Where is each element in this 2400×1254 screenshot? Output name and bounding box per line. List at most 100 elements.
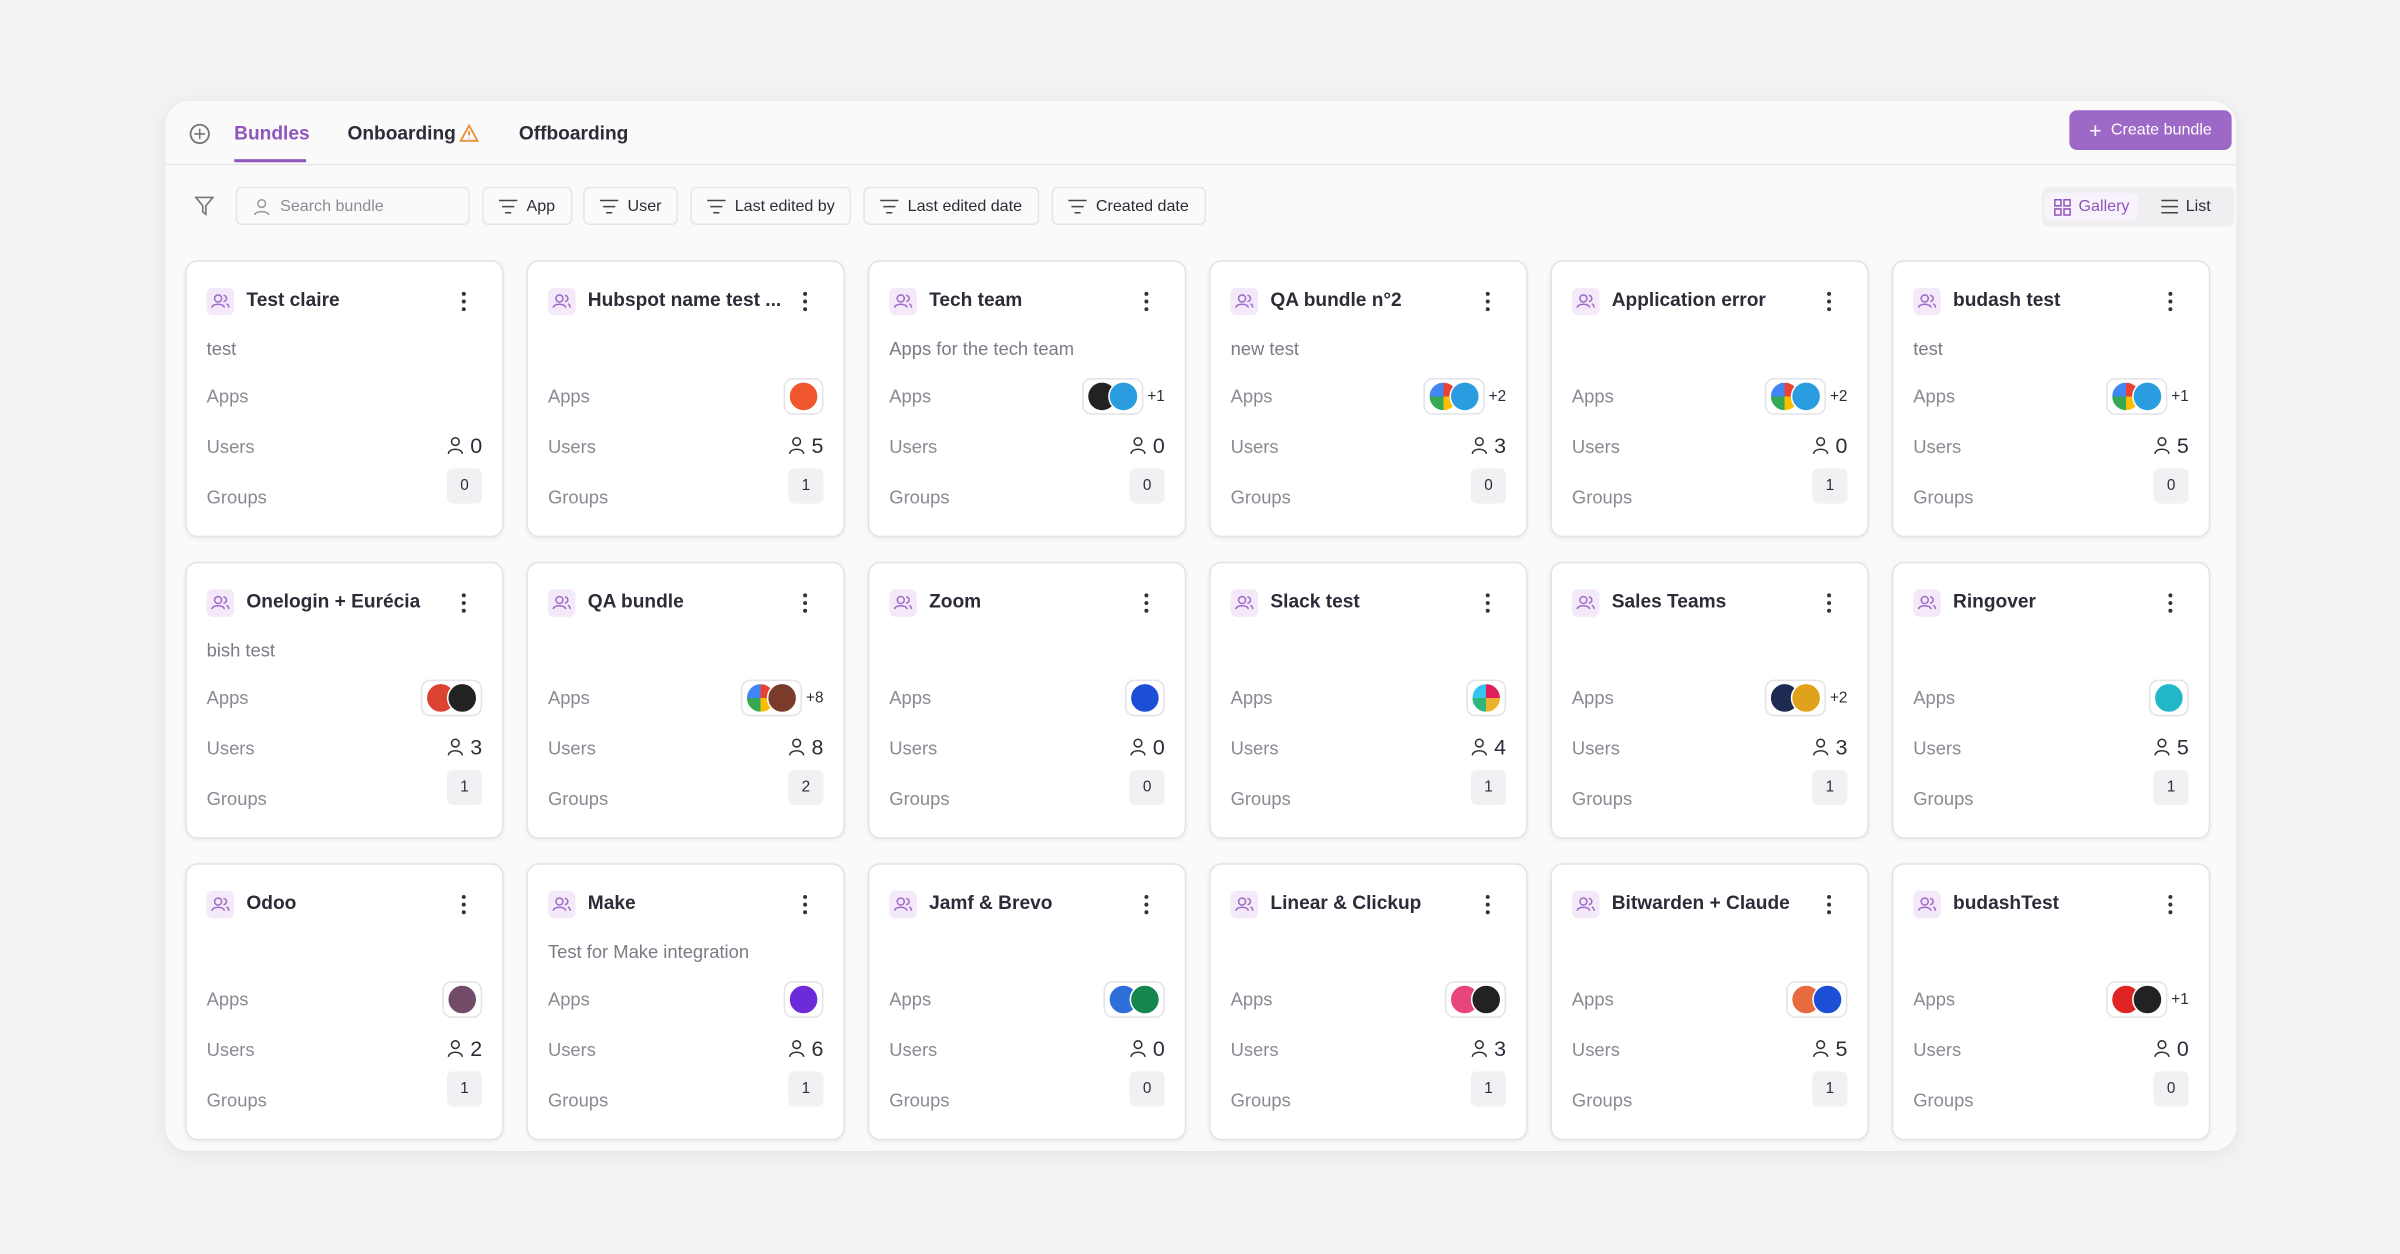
apps-label: Apps <box>1230 385 1273 408</box>
bundle-card[interactable]: Slack test Apps Users Groups 4 1 <box>1209 561 1528 839</box>
bundle-card[interactable]: budashTest Apps Users Groups +1 0 0 <box>1891 863 2211 1141</box>
group-icon <box>552 595 571 610</box>
dots-icon <box>1144 894 1149 915</box>
menu-button[interactable] <box>797 591 812 615</box>
bundle-card[interactable]: Test claire test Apps Users Groups 0 0 <box>185 260 504 538</box>
view-option[interactable]: Gallery <box>2044 192 2139 221</box>
bundle-icon <box>889 287 917 316</box>
tab[interactable]: Offboarding <box>518 122 629 144</box>
menu-button[interactable] <box>1139 289 1154 313</box>
menu-button[interactable] <box>1139 892 1154 916</box>
dots-icon <box>461 291 466 312</box>
bundle-title: budashTest <box>1953 892 2060 914</box>
dots-icon <box>803 291 808 312</box>
menu-button[interactable] <box>2163 289 2178 313</box>
filter-chip[interactable]: Created date <box>1051 186 1206 225</box>
app-icon-group <box>1764 679 1826 717</box>
menu-button[interactable] <box>456 289 471 313</box>
groups-label: Groups <box>1230 486 1291 509</box>
app-icon <box>1790 381 1821 412</box>
bundle-card[interactable]: Application error Apps Users Groups +2 0 1 <box>1550 260 1869 538</box>
app-icon-group <box>783 981 824 1018</box>
menu-button[interactable] <box>2163 892 2178 916</box>
user-icon <box>2154 738 2170 756</box>
apps-label: Apps <box>1230 687 1273 709</box>
menu-button[interactable] <box>456 892 471 916</box>
menu-button[interactable] <box>1821 289 1836 313</box>
menu-button[interactable] <box>1821 892 1836 916</box>
tab[interactable]: Onboarding <box>347 122 456 144</box>
bundle-card[interactable]: Sales Teams Apps Users Groups +2 3 1 <box>1550 561 1869 839</box>
users-label: Users <box>547 436 596 458</box>
menu-button[interactable] <box>456 591 471 615</box>
create-button[interactable]: + Create bundle <box>2069 110 2232 150</box>
user-icon <box>1813 738 1829 756</box>
tab[interactable]: Bundles <box>234 122 310 144</box>
menu-button[interactable] <box>1480 591 1495 615</box>
users-value: 8 <box>811 734 824 760</box>
bundle-card[interactable]: budash test test Apps Users Groups +1 5 0 <box>1891 260 2211 538</box>
group-icon <box>1235 595 1254 610</box>
users-count: 0 <box>2154 1036 2189 1061</box>
bundle-card[interactable]: Odoo Apps Users Groups 2 1 <box>185 863 504 1141</box>
users-count: 5 <box>1813 1036 1847 1061</box>
users-count: 2 <box>447 1036 482 1061</box>
app-icon-group <box>1764 378 1826 415</box>
bundle-icon <box>1913 589 1941 617</box>
sort-icon <box>707 198 726 213</box>
filter-label: Last edited by <box>734 196 835 216</box>
filter-chip[interactable]: App <box>482 186 572 225</box>
groups-label: Groups <box>1230 1089 1291 1112</box>
filter-chip[interactable]: User <box>583 186 679 225</box>
bundle-card[interactable]: Bitwarden + Claude Apps Users Groups 5 1 <box>1550 863 1869 1141</box>
group-icon <box>211 897 230 911</box>
search-input[interactable]: Search bundle <box>235 186 470 225</box>
logo-icon <box>189 123 210 145</box>
bundle-icon <box>1230 890 1259 919</box>
bundle-card[interactable]: Onelogin + Eurécia bish test Apps Users Grou… <box>185 561 504 839</box>
bundle-card[interactable]: Hubspot name test ... Apps Users Groups 5 1 <box>526 260 845 538</box>
app-icon <box>2153 682 2185 714</box>
bundle-description: Apps for the tech team <box>889 338 1075 360</box>
bundle-card[interactable]: Ringover Apps Users Groups 5 1 <box>1891 561 2211 839</box>
filter-label: User <box>627 196 662 216</box>
bundle-card[interactable]: Tech team Apps for the tech team Apps Users… <box>867 260 1187 538</box>
groups-count: 0 <box>2153 1071 2189 1107</box>
apps-label: Apps <box>1571 988 1614 1011</box>
bundle-card[interactable]: Linear & Clickup Apps Users Groups 3 1 <box>1209 863 1528 1141</box>
bundle-title: Odoo <box>246 892 297 914</box>
apps-label: Apps <box>1230 988 1273 1011</box>
user-icon <box>254 198 270 215</box>
filter-chip[interactable]: Last edited by <box>690 186 852 225</box>
app-icon-group <box>1786 981 1848 1018</box>
bundle-description: Test for Make integration <box>547 941 750 963</box>
menu-button[interactable] <box>797 892 812 916</box>
user-icon <box>1813 436 1829 455</box>
menu-button[interactable] <box>1480 892 1495 916</box>
group-icon <box>1917 294 1937 308</box>
menu-button[interactable] <box>1139 591 1154 615</box>
menu-button[interactable] <box>797 289 812 313</box>
view-option[interactable]: List <box>2152 193 2220 221</box>
app-icon <box>1107 381 1139 412</box>
apps-label: Apps <box>1913 385 1956 408</box>
apps-more: +1 <box>2171 991 2189 1008</box>
users-label: Users <box>889 1039 938 1061</box>
app-icons <box>1444 981 1507 1018</box>
filter-chip[interactable]: Last edited date <box>863 186 1039 225</box>
bundle-card[interactable]: Zoom Apps Users Groups 0 0 <box>867 561 1187 839</box>
dots-icon <box>1827 291 1832 312</box>
bundle-card[interactable]: Jamf & Brevo Apps Users Groups 0 0 <box>867 863 1187 1141</box>
app-icon <box>446 984 478 1015</box>
bundle-card[interactable]: QA bundle Apps Users Groups +8 8 2 <box>526 561 845 839</box>
filter-label: Created date <box>1095 196 1189 216</box>
app-icon <box>1470 682 1502 714</box>
bundle-card[interactable]: QA bundle n°2 new test Apps Users Groups +2 3 0 <box>1209 260 1528 538</box>
menu-button[interactable] <box>2163 591 2178 615</box>
bundle-card[interactable]: Make Test for Make integration Apps Users Gr… <box>526 863 845 1141</box>
menu-button[interactable] <box>1821 591 1836 615</box>
menu-button[interactable] <box>1480 289 1495 313</box>
app-icons: +1 <box>2105 981 2189 1018</box>
app-icons: +2 <box>1764 378 1847 415</box>
user-icon <box>2154 436 2170 455</box>
